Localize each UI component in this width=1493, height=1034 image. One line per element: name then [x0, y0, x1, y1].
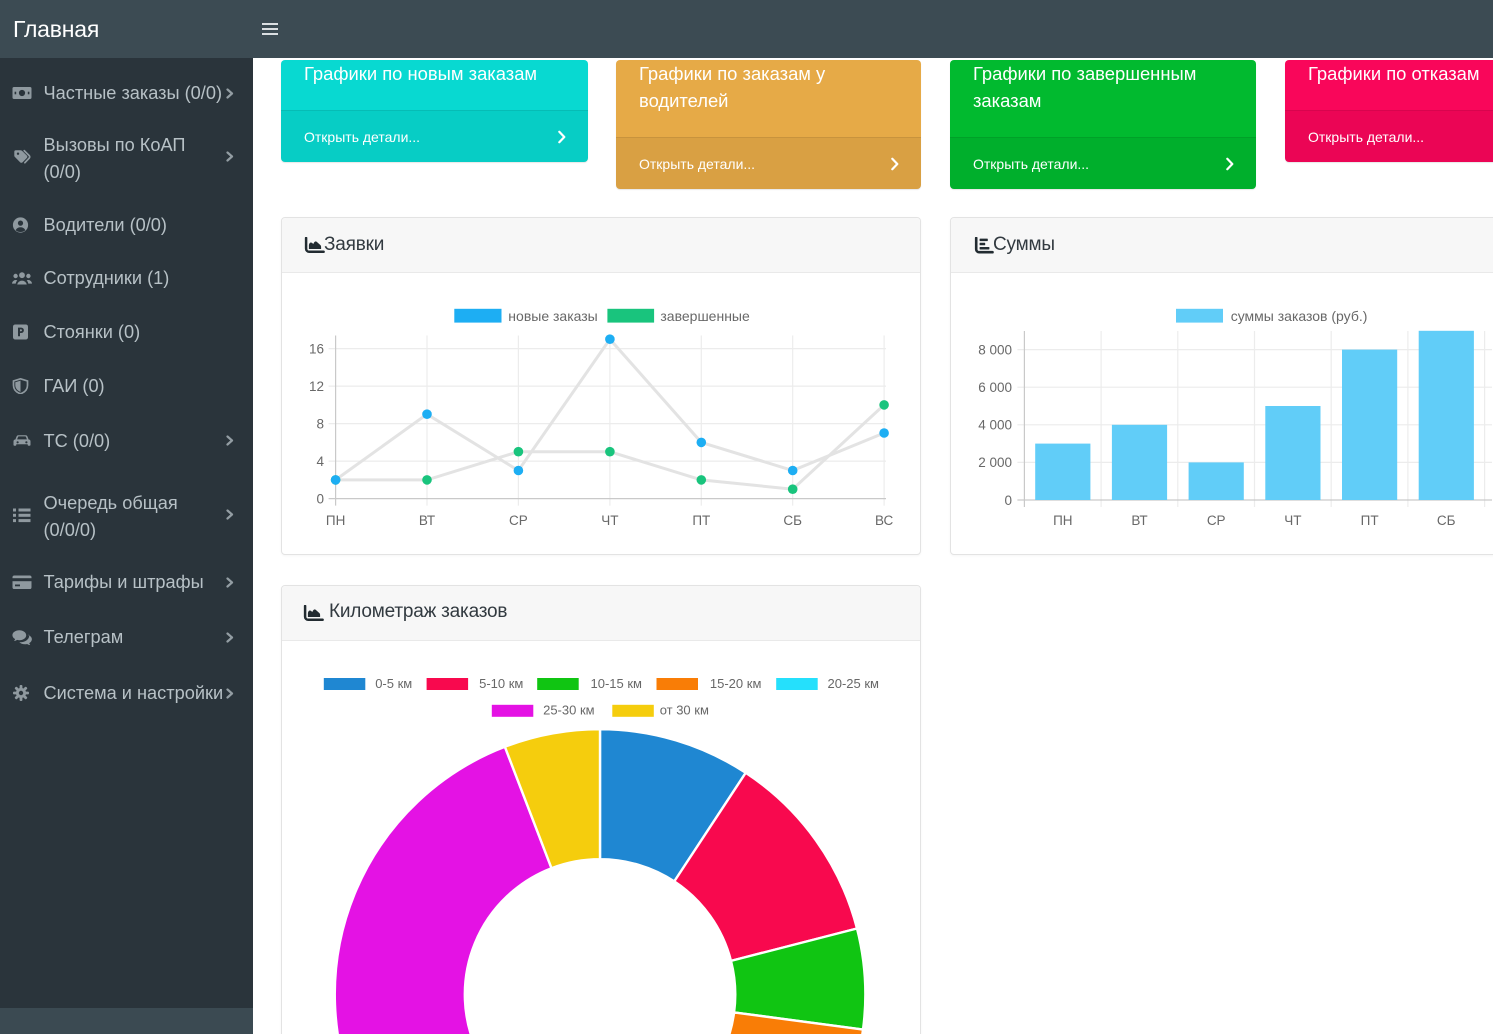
svg-text:СБ: СБ — [1437, 513, 1456, 528]
svg-text:2 000: 2 000 — [978, 455, 1012, 470]
svg-text:СБ: СБ — [783, 513, 802, 528]
svg-text:4 000: 4 000 — [978, 418, 1012, 433]
svg-text:4: 4 — [316, 454, 324, 469]
svg-text:от 30 км: от 30 км — [660, 703, 709, 718]
svg-text:ПТ: ПТ — [1361, 513, 1379, 528]
svg-text:завершенные: завершенные — [660, 308, 750, 324]
svg-text:16: 16 — [309, 341, 324, 356]
svg-text:ПТ: ПТ — [692, 513, 710, 528]
svg-text:12: 12 — [309, 379, 324, 394]
svg-text:ЧТ: ЧТ — [1284, 513, 1301, 528]
svg-text:5-10 км: 5-10 км — [479, 676, 523, 691]
svg-text:ВТ: ВТ — [419, 513, 435, 528]
svg-text:0: 0 — [1004, 493, 1012, 508]
svg-text:20-25 км: 20-25 км — [828, 676, 880, 691]
svg-text:8 000: 8 000 — [978, 342, 1012, 357]
svg-text:6 000: 6 000 — [978, 380, 1012, 395]
svg-text:15-20 км: 15-20 км — [710, 676, 762, 691]
svg-text:10-15 км: 10-15 км — [591, 676, 643, 691]
svg-text:новые заказы: новые заказы — [508, 308, 597, 324]
svg-text:25-30 км: 25-30 км — [543, 703, 595, 718]
svg-text:ЧТ: ЧТ — [601, 513, 618, 528]
svg-text:0: 0 — [316, 491, 324, 506]
svg-text:0-5 км: 0-5 км — [375, 676, 412, 691]
svg-text:ПН: ПН — [1053, 513, 1072, 528]
svg-text:ВТ: ВТ — [1131, 513, 1147, 528]
svg-text:ПН: ПН — [326, 513, 345, 528]
svg-text:СР: СР — [509, 513, 528, 528]
svg-text:8: 8 — [316, 416, 324, 431]
svg-text:СР: СР — [1207, 513, 1226, 528]
svg-text:ВС: ВС — [875, 513, 894, 528]
svg-text:суммы заказов (руб.): суммы заказов (руб.) — [1231, 308, 1368, 324]
